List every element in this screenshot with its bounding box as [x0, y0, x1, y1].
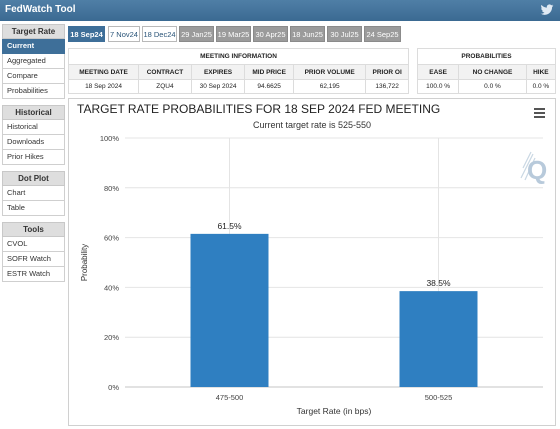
app-title: FedWatch Tool — [5, 4, 76, 15]
bar — [190, 233, 269, 387]
column-header: CONTRACT — [138, 64, 192, 80]
table-cell: ZQU4 — [138, 79, 192, 94]
chart-subtitle: Current target rate is 525-550 — [252, 120, 372, 130]
table-cell: 0.0 % — [525, 79, 557, 94]
column-header: NO CHANGE — [458, 64, 527, 80]
meeting-tab[interactable]: 18 Dec24 — [142, 26, 177, 42]
x-axis-label: Target Rate (in bps) — [297, 406, 372, 416]
sidebar-item-estr-watch[interactable]: ESTR Watch — [2, 267, 65, 282]
meeting-tab: 24 Sep25 — [364, 26, 401, 42]
sidebar: Target Rate Current Aggregated Compare Proba… — [2, 24, 65, 282]
data-label: 61.5% — [217, 221, 242, 231]
probabilities-table: PROBABILITIES EASE NO CHANGE HIKE 100.0 % 0… — [416, 48, 557, 94]
table-cell: 0.0 % — [458, 79, 527, 94]
x-tick-label: 475-500 — [216, 393, 244, 402]
table-cell: 18 Sep 2024 — [67, 79, 140, 94]
column-header: PRIOR VOLUME — [293, 64, 367, 80]
column-header: EXPIRES — [190, 64, 246, 80]
column-header: HIKE — [525, 64, 557, 80]
meeting-tab: 19 Mar25 — [216, 26, 251, 42]
sidebar-item-probabilities[interactable]: Probabilities — [2, 84, 65, 99]
sidebar-item-historical[interactable]: Historical — [2, 120, 65, 135]
meeting-tab: 18 Jun25 — [290, 26, 325, 42]
y-tick-label: 100% — [100, 134, 120, 143]
meeting-info-heading: MEETING INFORMATION — [68, 48, 409, 65]
table-cell: 94.6625 — [244, 79, 295, 94]
probability-chart: TARGET RATE PROBABILITIES FOR 18 SEP 202… — [68, 98, 556, 426]
column-header: MID PRICE — [244, 64, 295, 80]
watermark-letter: Q — [527, 155, 547, 185]
meeting-tab: 29 Jan25 — [179, 26, 214, 42]
column-header: EASE — [416, 64, 460, 80]
chart-plot: 0% 20% 40% 60% 80% 100% 61.5% 475-500 38.5% 500-5… — [80, 134, 543, 416]
sidebar-item-sofr-watch[interactable]: SOFR Watch — [2, 252, 65, 267]
y-tick-label: 0% — [108, 383, 119, 392]
meeting-tab: 30 Apr25 — [253, 26, 288, 42]
y-axis-label: Probability — [80, 244, 89, 281]
y-tick-label: 20% — [104, 333, 119, 342]
sidebar-item-table[interactable]: Table — [2, 201, 65, 216]
sidebar-item-downloads[interactable]: Downloads — [2, 135, 65, 150]
meeting-tab: 30 Jul25 — [327, 26, 362, 42]
title-bar: FedWatch Tool — [0, 0, 560, 21]
meeting-info-table: MEETING INFORMATION MEETING DATE CONTRACT… — [67, 48, 409, 94]
bar — [399, 291, 478, 387]
sidebar-item-current[interactable]: Current — [2, 39, 65, 54]
x-tick-label: 500-525 — [425, 393, 453, 402]
sidebar-heading: Tools — [2, 222, 65, 237]
table-cell: 62,195 — [293, 79, 367, 94]
quikstrike-q-logo: Q — [520, 151, 547, 185]
meeting-tab[interactable]: 18 Sep24 — [68, 26, 105, 42]
column-header: PRIOR OI — [365, 64, 409, 80]
table-cell: 30 Sep 2024 — [190, 79, 246, 94]
sidebar-item-compare[interactable]: Compare — [2, 69, 65, 84]
data-label: 38.5% — [426, 278, 451, 288]
sidebar-heading: Dot Plot — [2, 171, 65, 186]
meeting-tab[interactable]: 7 Nov24 — [108, 26, 140, 42]
y-tick-label: 80% — [104, 184, 119, 193]
sidebar-heading: Historical — [2, 105, 65, 120]
probabilities-heading: PROBABILITIES — [417, 48, 556, 65]
sidebar-item-chart[interactable]: Chart — [2, 186, 65, 201]
hamburger-menu-icon[interactable] — [534, 108, 545, 118]
sidebar-item-prior-hikes[interactable]: Prior Hikes — [2, 150, 65, 165]
y-tick-label: 40% — [104, 283, 119, 292]
chart-title: TARGET RATE PROBABILITIES FOR 18 SEP 202… — [77, 102, 441, 116]
y-tick-label: 60% — [104, 234, 119, 243]
table-cell: 136,722 — [365, 79, 409, 94]
twitter-bird-icon[interactable] — [540, 3, 554, 17]
sidebar-item-cvol[interactable]: CVOL — [2, 237, 65, 252]
sidebar-item-aggregated[interactable]: Aggregated — [2, 54, 65, 69]
sidebar-heading: Target Rate — [2, 24, 65, 39]
table-cell: 100.0 % — [416, 79, 460, 94]
column-header: MEETING DATE — [67, 64, 140, 80]
